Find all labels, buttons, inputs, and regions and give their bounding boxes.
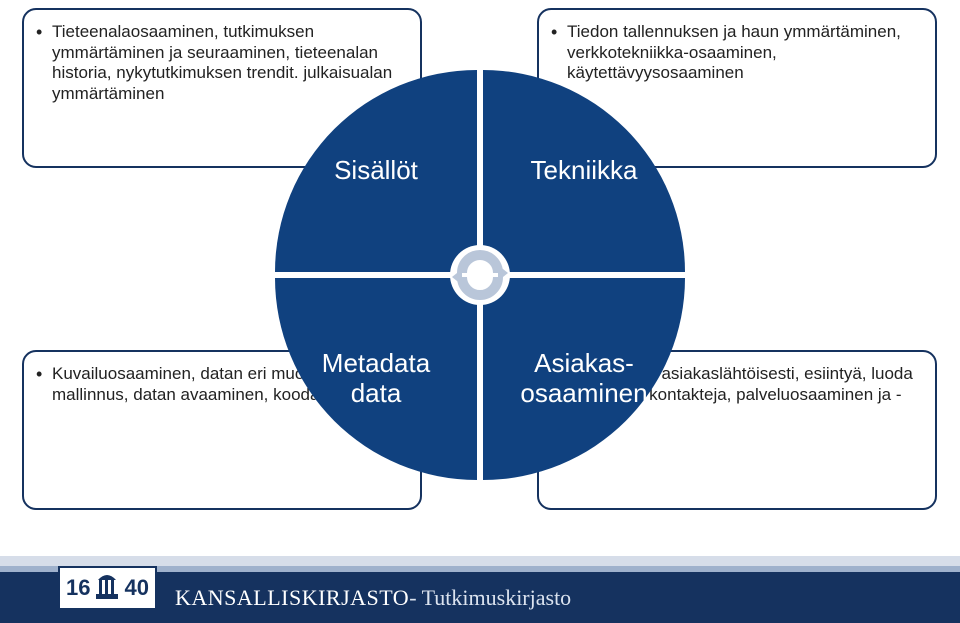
info-box-item: Tieteenalaosaaminen, tutkimuksen ymmärtä…	[52, 22, 404, 105]
quadrant-label: Tekniikka	[531, 156, 638, 186]
cycle-hub	[450, 245, 510, 305]
logo-year-left: 16	[66, 575, 90, 601]
quadrant-label: Metadatadata	[322, 349, 430, 409]
footer-title-group: KANSALLISKIRJASTO - Tutkimuskirjasto	[175, 585, 571, 611]
quadrant-label: Asiakas-osaaminen	[520, 349, 647, 409]
footer-subtitle: - Tutkimuskirjasto	[409, 585, 571, 611]
logo-icon	[94, 570, 120, 606]
info-box-item: Tiedon tallennuksen ja haun ymmärtäminen…	[567, 22, 919, 84]
logo-year-right: 40	[124, 575, 148, 601]
quadrant-label: Sisällöt	[334, 156, 418, 186]
logo: 1640	[58, 566, 157, 610]
footer-title: KANSALLISKIRJASTO	[175, 585, 409, 611]
footer-branding: 1640KANSALLISKIRJASTO - Tutkimuskirjasto	[58, 558, 571, 618]
